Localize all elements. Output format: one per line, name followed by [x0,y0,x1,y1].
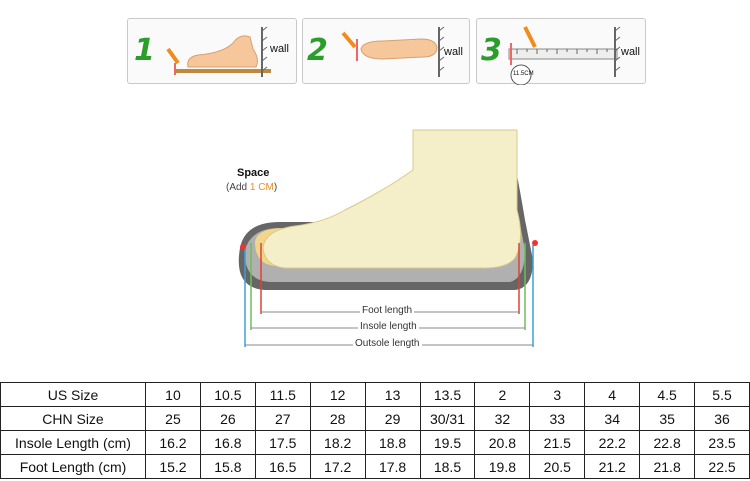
table-cell: 32 [474,406,531,431]
foot-side-icon [166,26,271,77]
table-cell: 12 [309,382,366,407]
table-cell: 17.5 [254,430,311,455]
table-cell: 22.2 [584,430,641,455]
insole-length-label: Insole length [358,321,419,332]
table-cell: 28 [309,406,366,431]
table-row: CHN Size 25 26 27 28 29 30/31 32 33 34 3… [0,406,750,431]
table-cell: 2 [474,382,531,407]
wall-label: wall [270,43,289,55]
table-cell: 10 [145,382,201,407]
table-cell: 18.8 [364,430,421,455]
step-1-panel: 1 wall [127,18,297,84]
outsole-length-label: Outsole length [353,338,422,349]
table-cell: 3 [529,382,586,407]
table-cell: 27 [254,406,311,431]
table-cell: 21.5 [529,430,586,455]
step-3-panel: 3 11.5CM wall [476,18,646,85]
table-cell: 16.8 [199,430,256,455]
table-cell: 22.5 [694,454,750,479]
table-cell: 17.8 [364,454,421,479]
table-cell: 15.8 [199,454,256,479]
foot-top-icon [341,26,445,77]
row-header: Insole Length (cm) [0,430,146,455]
table-cell: 35 [639,406,696,431]
table-cell: 16.2 [145,430,201,455]
table-cell: 33 [529,406,586,431]
table-cell: 20.5 [529,454,586,479]
step-number: 1 [134,33,155,68]
table-cell: 13.5 [419,382,476,407]
table-cell: 17.2 [309,454,366,479]
table-cell: 15.2 [145,454,201,479]
table-cell: 4.5 [639,382,696,407]
table-cell: 34 [584,406,641,431]
table-cell: 19.8 [474,454,531,479]
table-cell: 19.5 [419,430,476,455]
table-cell: 10.5 [199,382,256,407]
table-cell: 18.5 [419,454,476,479]
table-cell: 21.8 [639,454,696,479]
wall-label: wall [444,46,463,58]
table-cell: 30/31 [419,406,476,431]
table-cell: 13 [364,382,421,407]
shoe-diagram [238,129,538,347]
table-row: Insole Length (cm) 16.2 16.8 17.5 18.2 1… [0,430,750,455]
step-2-panel: 2 wall [302,18,470,84]
step-number: 2 [307,33,328,68]
size-chart-table: US Size 10 10.5 11.5 12 13 13.5 2 3 4 4.… [0,382,750,479]
row-header: Foot Length (cm) [0,454,146,479]
table-cell: 11.5 [254,382,311,407]
ruler-icon [508,26,621,85]
table-cell: 26 [199,406,256,431]
table-cell: 5.5 [694,382,750,407]
space-title: Space [237,167,270,179]
step-number: 3 [481,33,502,68]
space-subtitle: (Add 1 CM) [226,182,278,193]
foot-length-label: Foot length [360,305,415,316]
table-cell: 36 [694,406,750,431]
table-cell: 22.8 [639,430,696,455]
row-header: US Size [0,382,146,407]
table-row: Foot Length (cm) 15.2 15.8 16.5 17.2 17.… [0,454,750,479]
table-cell: 4 [584,382,641,407]
measure-label: 11.5CM [513,71,534,77]
table-row: US Size 10 10.5 11.5 12 13 13.5 2 3 4 4.… [0,382,750,407]
table-cell: 23.5 [694,430,750,455]
table-cell: 21.2 [584,454,641,479]
table-cell: 25 [145,406,201,431]
wall-label: wall [621,46,640,58]
row-header: CHN Size [0,406,146,431]
table-cell: 20.8 [474,430,531,455]
table-cell: 16.5 [254,454,311,479]
table-cell: 18.2 [309,430,366,455]
table-cell: 29 [364,406,421,431]
